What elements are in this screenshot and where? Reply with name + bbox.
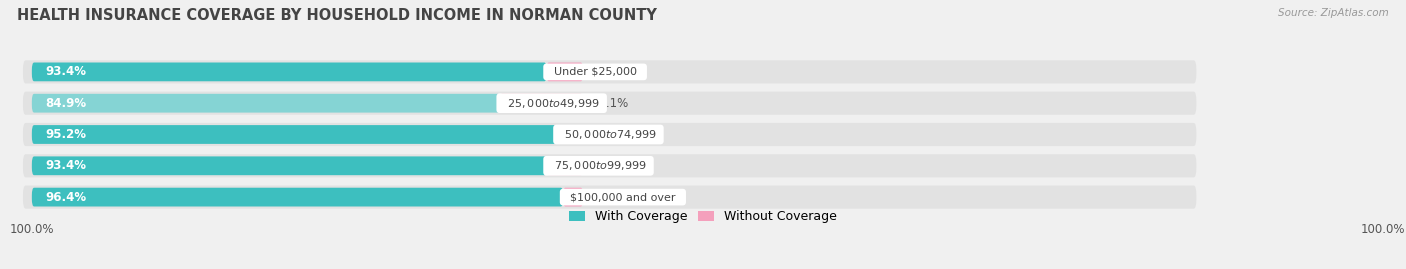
Text: 4.8%: 4.8% <box>592 128 621 141</box>
FancyBboxPatch shape <box>32 188 564 207</box>
FancyBboxPatch shape <box>22 123 1197 146</box>
FancyBboxPatch shape <box>547 62 583 81</box>
Text: 6.6%: 6.6% <box>592 159 621 172</box>
Text: 95.2%: 95.2% <box>45 128 86 141</box>
FancyBboxPatch shape <box>32 62 547 81</box>
Text: $50,000 to $74,999: $50,000 to $74,999 <box>557 128 661 141</box>
Text: HEALTH INSURANCE COVERAGE BY HOUSEHOLD INCOME IN NORMAN COUNTY: HEALTH INSURANCE COVERAGE BY HOUSEHOLD I… <box>17 8 657 23</box>
FancyBboxPatch shape <box>557 125 583 144</box>
Text: Source: ZipAtlas.com: Source: ZipAtlas.com <box>1278 8 1389 18</box>
Text: 93.4%: 93.4% <box>45 65 86 78</box>
FancyBboxPatch shape <box>499 94 583 113</box>
Text: $100,000 and over: $100,000 and over <box>564 192 683 202</box>
Text: $25,000 to $49,999: $25,000 to $49,999 <box>499 97 603 110</box>
Text: 3.6%: 3.6% <box>592 191 621 204</box>
FancyBboxPatch shape <box>22 154 1197 177</box>
Text: 84.9%: 84.9% <box>45 97 86 110</box>
FancyBboxPatch shape <box>32 156 547 175</box>
Text: 96.4%: 96.4% <box>45 191 86 204</box>
Text: 93.4%: 93.4% <box>45 159 86 172</box>
FancyBboxPatch shape <box>32 125 557 144</box>
Text: $75,000 to $99,999: $75,000 to $99,999 <box>547 159 651 172</box>
FancyBboxPatch shape <box>22 186 1197 209</box>
FancyBboxPatch shape <box>547 156 583 175</box>
Legend: With Coverage, Without Coverage: With Coverage, Without Coverage <box>564 205 842 228</box>
FancyBboxPatch shape <box>564 188 583 207</box>
Text: 15.1%: 15.1% <box>592 97 628 110</box>
FancyBboxPatch shape <box>22 92 1197 115</box>
FancyBboxPatch shape <box>32 94 499 113</box>
Text: 6.6%: 6.6% <box>592 65 621 78</box>
FancyBboxPatch shape <box>22 60 1197 83</box>
Text: Under $25,000: Under $25,000 <box>547 67 644 77</box>
